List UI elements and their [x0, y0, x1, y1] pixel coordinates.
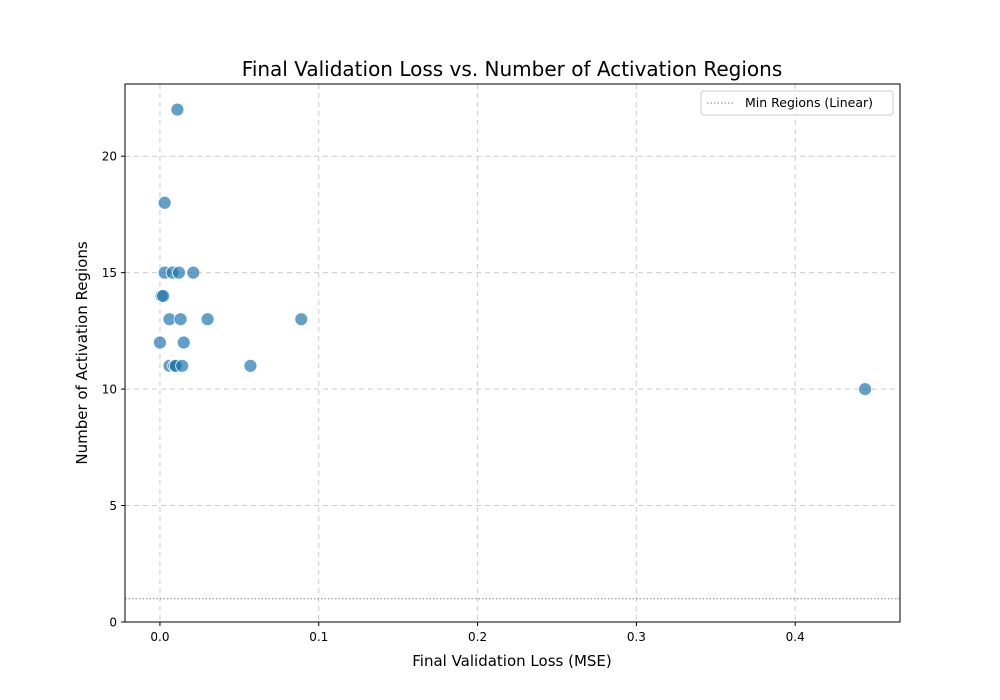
- legend-label-min-regions: Min Regions (Linear): [745, 95, 873, 110]
- scatter-point: [153, 335, 167, 350]
- scatter-point: [294, 312, 309, 327]
- scatter-point: [170, 102, 185, 117]
- y-tick-label: 20: [102, 150, 117, 164]
- x-tick-label: 0.2: [468, 630, 487, 644]
- scatter-point: [186, 265, 201, 280]
- scatter-point: [173, 312, 188, 327]
- chart-title: Final Validation Loss vs. Number of Acti…: [242, 57, 782, 81]
- scatter-point: [200, 312, 215, 327]
- legend-box: [700, 90, 894, 116]
- x-tick-label: 0.0: [150, 630, 169, 644]
- scatter-point: [172, 265, 186, 280]
- x-tick-label: 0.1: [309, 630, 328, 644]
- scatter-point: [156, 289, 171, 303]
- y-axis-label: Number of Activation Regions: [73, 241, 91, 464]
- x-tick-label: 0.3: [627, 630, 646, 644]
- plot-frame: [124, 83, 901, 623]
- scatter-point: [858, 382, 872, 396]
- x-tick-label: 0.4: [786, 630, 805, 644]
- data-points: [153, 102, 872, 396]
- legend: Min Regions (Linear): [700, 90, 894, 116]
- y-axis-ticks: 0 5 10 15 20: [102, 150, 125, 630]
- scatter-point: [157, 195, 172, 210]
- scatter-point: [175, 358, 190, 373]
- y-tick-label: 5: [109, 499, 117, 513]
- y-tick-label: 15: [102, 266, 117, 280]
- scatter-point: [176, 335, 191, 350]
- x-axis-ticks: 0.0 0.1 0.2 0.3 0.4: [150, 622, 805, 644]
- y-tick-label: 10: [102, 383, 117, 397]
- y-tick-label: 0: [109, 616, 117, 630]
- scatter-point: [243, 358, 258, 373]
- x-axis-label: Final Validation Loss (MSE): [412, 652, 612, 670]
